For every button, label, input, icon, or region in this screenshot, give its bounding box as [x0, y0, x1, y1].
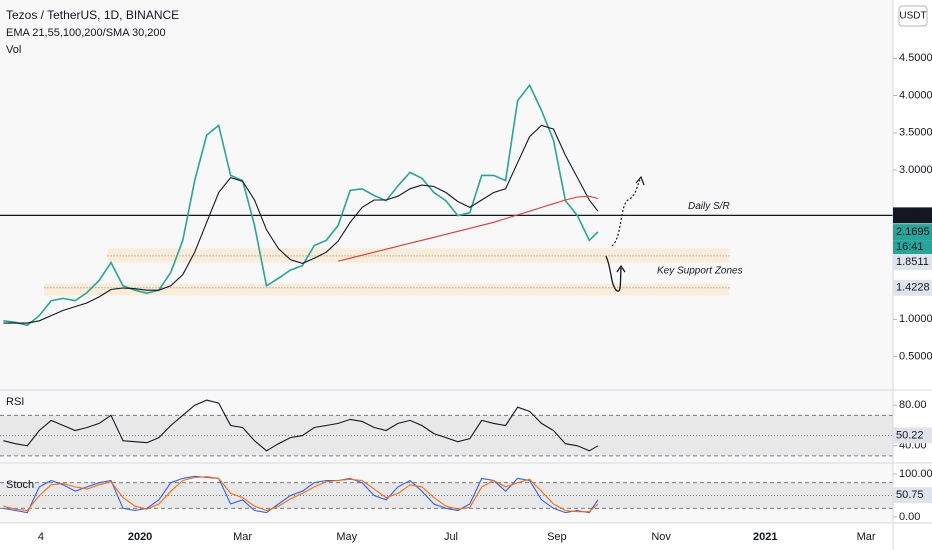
x-tick-label: Mar	[857, 531, 876, 543]
last-value: 50.22	[896, 429, 924, 441]
last-value-bg	[893, 487, 932, 504]
indicator-list: EMA 21,55,100,200/SMA 30,200	[6, 27, 166, 39]
y-tick-label: 0.5000	[899, 351, 932, 363]
countdown-bg	[893, 240, 932, 255]
x-tick-label: Sep	[547, 531, 567, 543]
currency-box[interactable]	[898, 5, 928, 27]
y-tick-label: 3.0000	[899, 164, 932, 176]
series-line	[338, 195, 599, 262]
projection-arrow	[611, 179, 641, 247]
arrow-head	[616, 264, 626, 273]
x-tick-label: Nov	[651, 531, 671, 543]
support-zone	[107, 248, 730, 263]
stoch-title: Stoch	[6, 479, 34, 491]
x-tick-label: 4	[38, 531, 44, 543]
zone-badge-bg	[893, 254, 932, 271]
last-value: 50.75	[896, 489, 924, 501]
last-value-bg	[893, 427, 932, 444]
sr-badge: 2.3934	[896, 209, 930, 221]
y-tick-label: 4.0000	[899, 89, 932, 101]
arrow-head	[635, 175, 645, 186]
y-tick-label: 3.5000	[899, 127, 932, 139]
countdown: 16:41	[896, 241, 924, 253]
volume-label: Vol	[6, 44, 21, 56]
y-tick-label: 80.00	[899, 399, 927, 411]
series-line	[3, 475, 599, 514]
x-tick-label: 2021	[753, 531, 777, 543]
x-tick-label: Jul	[444, 531, 458, 543]
x-tick-label: May	[336, 531, 357, 543]
series-line	[3, 399, 599, 452]
y-tick-label: 100.00	[899, 468, 932, 480]
y-tick-label: 4.5000	[899, 52, 932, 64]
series-line	[3, 476, 599, 513]
zone-annotation: Key Support Zones	[657, 265, 743, 276]
y-tick-label: 1.0000	[899, 313, 932, 325]
sr-badge-bg	[893, 207, 932, 224]
support-zone	[44, 283, 730, 296]
x-tick-label: Mar	[233, 531, 252, 543]
x-tick-label: 2020	[128, 531, 152, 543]
support-arrow	[605, 255, 622, 292]
last-price-bg	[893, 224, 932, 241]
chart-title: Tezos / TetherUS, 1D, BINANCE	[6, 8, 179, 22]
chart-layer: Key Support Zones Daily S/R	[0, 83, 893, 514]
zone-badge: 1.4228	[896, 282, 930, 294]
zone-badge-bg	[893, 279, 932, 296]
currency-label[interactable]: USDT	[899, 11, 926, 22]
sr-annotation: Daily S/R	[688, 201, 730, 212]
zone-badge: 1.8511	[896, 256, 929, 268]
y-tick-label: 0.00	[899, 511, 920, 523]
last-price: 2.1695	[896, 226, 930, 238]
rsi-title: RSI	[6, 396, 24, 408]
series-line	[3, 124, 599, 324]
series-line	[3, 83, 599, 327]
